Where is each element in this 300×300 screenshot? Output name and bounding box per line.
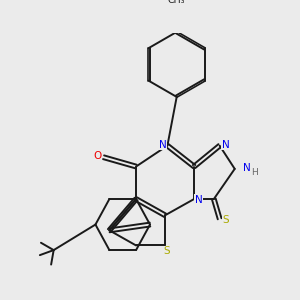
Text: S: S <box>163 246 170 256</box>
Text: N: N <box>159 140 167 150</box>
Text: N: N <box>243 163 250 173</box>
Text: CH₃: CH₃ <box>168 0 185 4</box>
Text: N: N <box>222 140 230 150</box>
Text: N: N <box>195 195 203 205</box>
Text: H: H <box>251 168 258 177</box>
Text: S: S <box>222 215 229 225</box>
Text: O: O <box>94 151 102 161</box>
